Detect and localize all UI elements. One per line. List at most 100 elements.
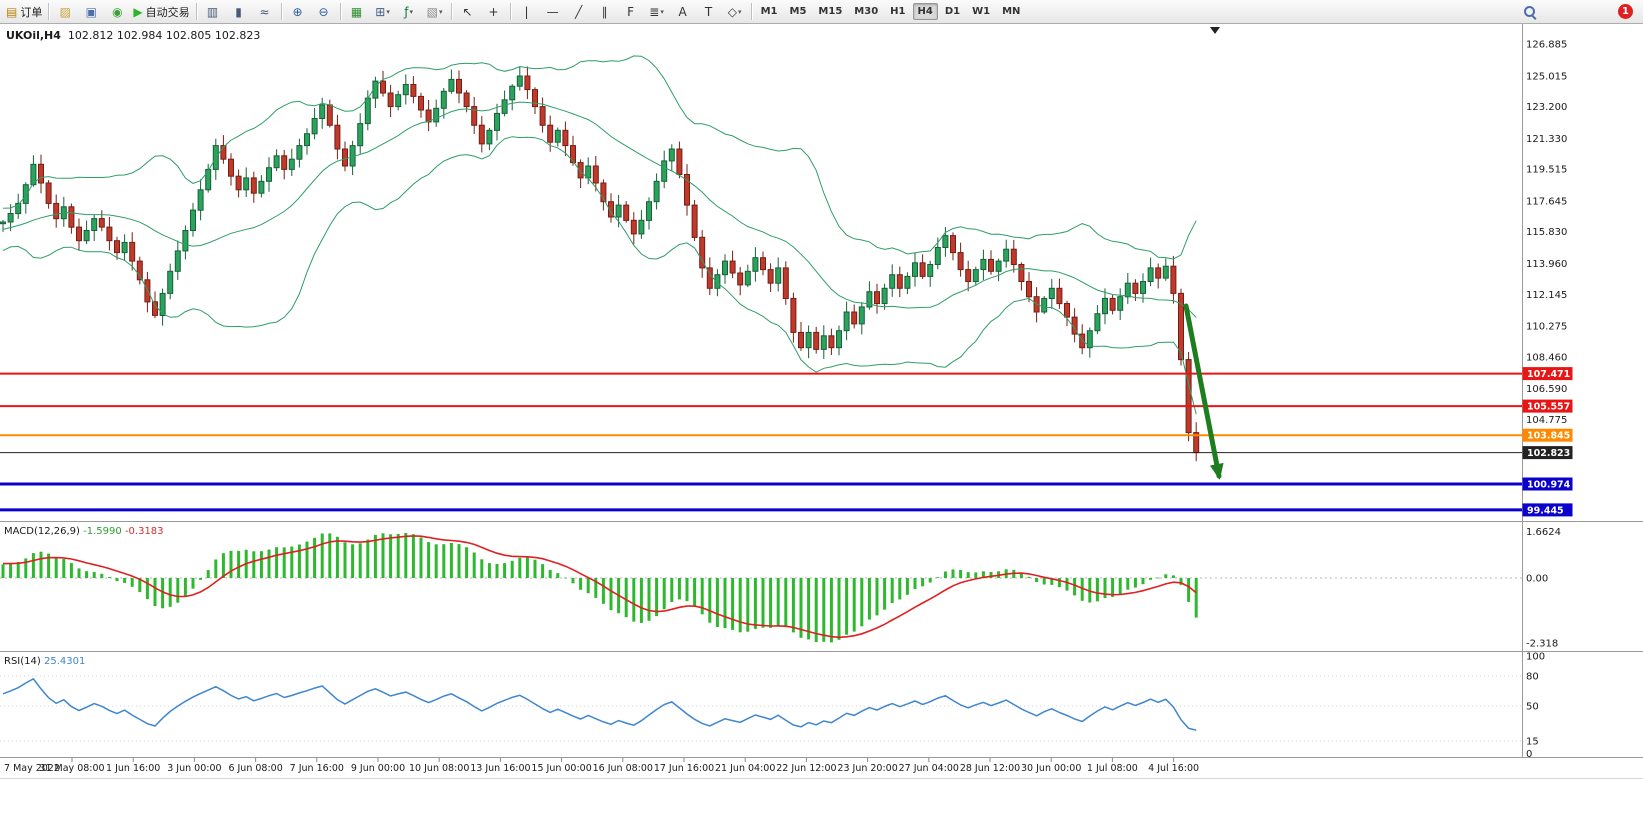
text-label-icon[interactable]: T xyxy=(696,1,722,23)
trendline-icon[interactable]: ╱ xyxy=(566,1,592,23)
equidistant-channel-icon[interactable]: ∥ xyxy=(592,1,618,23)
svg-text:110.275: 110.275 xyxy=(1526,322,1567,333)
svg-text:23 Jun 20:00: 23 Jun 20:00 xyxy=(837,763,897,774)
new-order-button-label: 订单 xyxy=(20,5,43,19)
price-badge-103.845 xyxy=(1522,428,1573,442)
indicators-icon[interactable]: ƒ ▾ xyxy=(396,1,422,23)
toolbar-items: ▤ 订单 ▨ ▣ ◉ ▶ 自动交易 ▥ ▮ ≈ ⊕ ⊖ ▦ ⊞ ▾ ƒ ▾ ▧ ▾ ↖ + | — ╱ ∥ F ≣ ▾ A T ◇ ▾ M1 M5… xyxy=(3,1,1026,23)
shapes-icon-glyph: ◇ xyxy=(727,4,737,19)
toolbar-separator xyxy=(280,3,282,20)
profiles-icon[interactable]: ▣ xyxy=(78,1,104,23)
toolbar: ▤ 订单 ▨ ▣ ◉ ▶ 自动交易 ▥ ▮ ≈ ⊕ ⊖ ▦ ⊞ ▾ ƒ ▾ ▧ ▾ ↖ + | — ╱ ∥ F ≣ ▾ A T ◇ ▾ M1 M5… xyxy=(0,0,1643,24)
timeframe-w1-button[interactable]: W1 xyxy=(972,6,991,17)
search-icon[interactable] xyxy=(1524,5,1536,18)
svg-text:1.6624: 1.6624 xyxy=(1526,527,1561,538)
symbol-name: UKOil,H4 xyxy=(6,29,61,42)
crosshair-icon[interactable]: + xyxy=(481,1,507,23)
templates-icon[interactable]: ▧ ▾ xyxy=(422,1,448,23)
chart-title: UKOil,H4 102.812 102.984 102.805 102.823 xyxy=(6,29,260,42)
bar-chart-icon[interactable]: ▥ xyxy=(200,1,226,23)
more-lines-icon[interactable]: ≣ ▾ xyxy=(644,1,670,23)
svg-text:6 Jun 08:00: 6 Jun 08:00 xyxy=(228,763,282,774)
toolbar-separator xyxy=(509,3,511,20)
svg-text:21 Jun 04:00: 21 Jun 04:00 xyxy=(715,763,775,774)
fibonacci-icon-glyph: F xyxy=(627,4,635,19)
text-label-icon-glyph: T xyxy=(704,4,713,19)
horizontal-line-icon[interactable]: — xyxy=(540,1,566,23)
chart-plot-area[interactable] xyxy=(0,26,1522,521)
line-chart-icon[interactable]: ≈ xyxy=(252,1,278,23)
autotrading-button-label: 自动交易 xyxy=(145,5,190,19)
timeframe-mn-button[interactable]: MN xyxy=(1002,6,1021,17)
new-order-button[interactable]: ▤ 订单 xyxy=(3,1,45,23)
svg-text:17 Jun 16:00: 17 Jun 16:00 xyxy=(654,763,714,774)
text-icon[interactable]: A xyxy=(670,1,696,23)
chart-window-icon[interactable]: ▨ xyxy=(52,1,78,23)
svg-text:10 Jun 08:00: 10 Jun 08:00 xyxy=(409,763,469,774)
crosshair-icon-glyph: + xyxy=(488,4,499,19)
templates-icon-glyph: ▧ xyxy=(426,4,438,19)
zoom-out-icon[interactable]: ⊖ xyxy=(311,1,337,23)
notification-badge[interactable]: 1 xyxy=(1618,4,1633,19)
fibonacci-icon[interactable]: F xyxy=(618,1,644,23)
svg-text:112.145: 112.145 xyxy=(1526,290,1567,301)
trend-arrow-annotation[interactable] xyxy=(1183,303,1224,480)
svg-text:3 Jun 00:00: 3 Jun 00:00 xyxy=(167,763,221,774)
rsi-value: 25.4301 xyxy=(43,656,86,667)
timeframe-m15-button[interactable]: M15 xyxy=(818,6,843,17)
zoom-in-icon[interactable]: ⊕ xyxy=(285,1,311,23)
autotrading-button-glyph: ▶ xyxy=(133,4,143,19)
tile-windows-icon[interactable]: ▦ xyxy=(344,1,370,23)
svg-text:105.557: 105.557 xyxy=(1527,402,1570,413)
svg-text:27 Jun 04:00: 27 Jun 04:00 xyxy=(899,763,959,774)
svg-text:99.445: 99.445 xyxy=(1527,505,1564,516)
zoom-in-icon-glyph: ⊕ xyxy=(292,4,303,19)
svg-text:16 Jun 08:00: 16 Jun 08:00 xyxy=(593,763,653,774)
trendline-icon-glyph: ╱ xyxy=(574,4,583,19)
timeframe-d1-button[interactable]: D1 xyxy=(944,6,961,17)
price-axis-labels: 126.885 125.015 123.200 121.330 119.515 117.6… xyxy=(1526,40,1567,426)
svg-text:102.823: 102.823 xyxy=(1527,448,1570,459)
price-badge-99.445 xyxy=(1522,503,1573,517)
chevron-down-icon: ▾ xyxy=(386,7,390,16)
chart-shift-marker[interactable] xyxy=(1210,27,1220,34)
shapes-icon[interactable]: ◇ ▾ xyxy=(722,1,748,23)
macd-signal-line xyxy=(3,535,1197,639)
svg-text:4 Jul 16:00: 4 Jul 16:00 xyxy=(1148,763,1199,774)
svg-text:28 Jun 12:00: 28 Jun 12:00 xyxy=(960,763,1020,774)
macd-name: MACD(12,26,9) xyxy=(4,526,80,537)
svg-text:103.845: 103.845 xyxy=(1527,431,1570,442)
profiles-icon-glyph: ▣ xyxy=(85,4,98,19)
svg-text:104.775: 104.775 xyxy=(1526,415,1567,426)
market-watch-icon-glyph: ◉ xyxy=(112,4,123,19)
svg-text:13 Jun 16:00: 13 Jun 16:00 xyxy=(470,763,530,774)
svg-text:50: 50 xyxy=(1526,702,1539,713)
vertical-line-icon[interactable]: | xyxy=(514,1,540,23)
timeframe-m1-button[interactable]: M1 xyxy=(760,6,778,17)
candlestick-series xyxy=(0,66,1200,462)
rsi-name: RSI(14) xyxy=(4,656,41,667)
timeframe-h1-button[interactable]: H1 xyxy=(890,6,906,17)
candlestick-chart-icon[interactable]: ▮ xyxy=(226,1,252,23)
candlestick-chart-icon-glyph: ▮ xyxy=(235,4,242,19)
svg-text:-2.318: -2.318 xyxy=(1526,638,1558,649)
macd-signal-value: -0.3183 xyxy=(124,526,164,537)
svg-text:108.460: 108.460 xyxy=(1526,352,1567,363)
svg-text:123.200: 123.200 xyxy=(1526,102,1567,113)
cursor-icon[interactable]: ↖ xyxy=(455,1,481,23)
toolbar-separator xyxy=(195,3,197,20)
zoom-out-icon-glyph: ⊖ xyxy=(318,4,329,19)
timeframe-h4-button[interactable]: H4 xyxy=(912,3,938,20)
arrange-windows-icon[interactable]: ⊞ ▾ xyxy=(370,1,396,23)
market-watch-icon[interactable]: ◉ xyxy=(104,1,130,23)
timeframe-m30-button[interactable]: M30 xyxy=(854,6,879,17)
svg-text:0.00: 0.00 xyxy=(1526,574,1548,585)
tile-windows-icon-glyph: ▦ xyxy=(350,4,363,19)
rsi-indicator-label: RSI(14) 25.4301 xyxy=(4,656,85,667)
svg-text:121.330: 121.330 xyxy=(1526,134,1567,145)
chart-window-icon-glyph: ▨ xyxy=(59,4,72,19)
price-badge-102.823 xyxy=(1522,446,1573,460)
timeframe-m5-button[interactable]: M5 xyxy=(789,6,807,17)
autotrading-button[interactable]: ▶ 自动交易 xyxy=(130,1,192,23)
